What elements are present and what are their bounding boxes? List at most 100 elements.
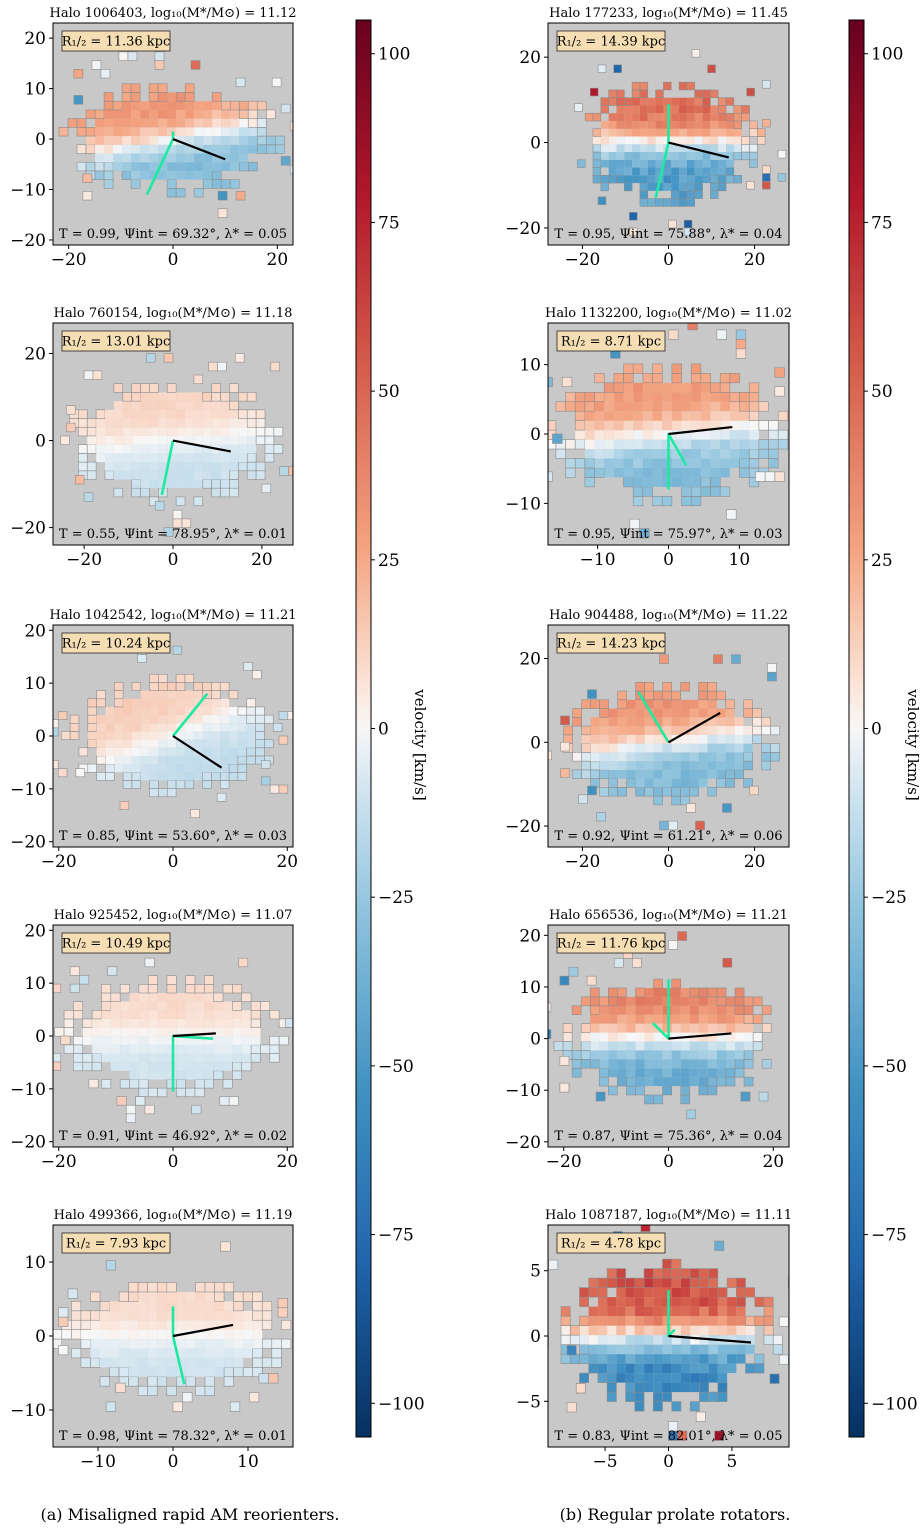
- pixel: [689, 1005, 699, 1015]
- outlier-pixel: [686, 1109, 696, 1120]
- pixel: [194, 1010, 205, 1019]
- r-half-text: R₁/₂ = 13.01 kpc: [62, 335, 171, 350]
- pixel: [237, 706, 248, 716]
- outlier-pixel: [137, 654, 147, 663]
- pixel: [123, 739, 132, 748]
- outlier-pixel: [639, 528, 650, 539]
- outlier-pixel: [774, 471, 785, 482]
- pixel: [243, 1310, 253, 1321]
- r-half-label: R₁/₂ = 4.78 kpc: [556, 1232, 666, 1254]
- pixel: [247, 444, 257, 454]
- pixel: [690, 363, 702, 374]
- pixel: [690, 1373, 700, 1383]
- pixel: [99, 1376, 110, 1387]
- pixel: [86, 444, 97, 454]
- pixel: [594, 467, 605, 478]
- pixel: [158, 715, 168, 724]
- pixel: [224, 1348, 234, 1358]
- pixel: [662, 430, 672, 440]
- pixel: [590, 760, 600, 771]
- pixel: [725, 769, 735, 779]
- pixel: [604, 411, 614, 421]
- pixel: [716, 996, 727, 1007]
- pixel: [671, 1363, 681, 1374]
- pixel: [176, 401, 185, 410]
- pixel: [202, 470, 212, 480]
- pixel: [679, 120, 687, 129]
- pixel: [194, 992, 205, 1002]
- pixel: [633, 430, 643, 440]
- pixel: [681, 439, 692, 450]
- pixel: [689, 769, 699, 779]
- pixel: [140, 479, 150, 489]
- pixel: [113, 682, 124, 691]
- pixel: [78, 453, 88, 463]
- panel-title: Halo 656536, log₁₀(M*/M⊙) = 11.21: [549, 908, 788, 923]
- pixel: [176, 731, 185, 740]
- pixel: [599, 699, 609, 709]
- pixel: [743, 734, 753, 744]
- y-tick-label: 10: [24, 1253, 46, 1273]
- pixel: [176, 755, 185, 765]
- pixel: [109, 1301, 120, 1311]
- pixel: [166, 1291, 177, 1302]
- pixel: [662, 411, 672, 421]
- pixel: [175, 1079, 186, 1089]
- pixel: [599, 787, 609, 797]
- pixel: [248, 144, 258, 154]
- pixel: [69, 714, 80, 724]
- pixel: [122, 444, 132, 454]
- pixel: [700, 392, 711, 402]
- outlier-pixel: [116, 1096, 127, 1106]
- pixel: [735, 1032, 745, 1042]
- pixel: [604, 439, 614, 450]
- pixel: [634, 1391, 645, 1402]
- pixel: [203, 136, 213, 145]
- pixel: [109, 1329, 120, 1340]
- pixel: [653, 1325, 663, 1336]
- outlier-pixel: [587, 785, 597, 796]
- y-tick-label: −20: [505, 1133, 541, 1153]
- pixel: [581, 734, 591, 744]
- pixel: [232, 1061, 243, 1072]
- pixel: [608, 1023, 618, 1033]
- pixel: [229, 444, 239, 454]
- pixel: [700, 373, 711, 384]
- pixel: [727, 1316, 737, 1326]
- pixel: [230, 136, 240, 145]
- pixel: [653, 795, 663, 806]
- pixel: [613, 373, 624, 384]
- pixel: [634, 1325, 645, 1336]
- pixel: [662, 1373, 672, 1383]
- pixel: [166, 179, 177, 189]
- pixel: [246, 755, 256, 765]
- pixel: [707, 1076, 718, 1087]
- outlier-pixel: [268, 1373, 279, 1384]
- pixel: [176, 453, 185, 463]
- pixel: [193, 682, 203, 691]
- colorbar-tick-label: −25: [378, 888, 414, 908]
- pixel: [698, 699, 708, 709]
- pixel: [110, 1018, 121, 1028]
- y-tick-label: 10: [24, 674, 46, 694]
- pixel: [220, 401, 230, 410]
- pixel: [710, 89, 719, 98]
- pixel: [698, 987, 709, 998]
- pixel: [224, 1310, 234, 1321]
- pixel: [99, 1310, 110, 1321]
- pixel: [167, 127, 177, 137]
- pixel: [700, 467, 711, 478]
- pixel: [76, 127, 87, 137]
- pixel: [739, 449, 750, 459]
- pixel: [708, 1316, 718, 1326]
- pixel: [109, 1320, 120, 1330]
- pixel: [60, 731, 71, 740]
- pixel: [73, 1009, 84, 1020]
- pixel: [639, 152, 648, 160]
- pixel: [644, 1032, 654, 1042]
- pixel: [565, 391, 576, 403]
- pixel: [193, 690, 203, 699]
- pixel: [686, 120, 695, 129]
- pixel: [565, 439, 576, 450]
